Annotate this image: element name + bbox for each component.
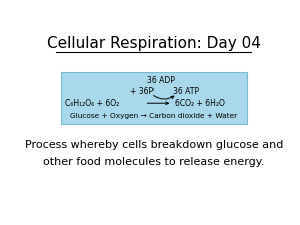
FancyArrowPatch shape (147, 102, 169, 105)
Text: Glucose + Oxygen → Carbon dioxide + Water: Glucose + Oxygen → Carbon dioxide + Wate… (70, 113, 237, 119)
Text: Process whereby cells breakdown glucose and: Process whereby cells breakdown glucose … (25, 140, 283, 150)
Text: + 36Pᴵ: + 36Pᴵ (130, 87, 154, 96)
FancyBboxPatch shape (61, 72, 247, 124)
FancyArrowPatch shape (154, 96, 174, 99)
Text: other food molecules to release energy.: other food molecules to release energy. (43, 157, 264, 167)
Text: Cellular Respiration: Day 04: Cellular Respiration: Day 04 (47, 36, 261, 51)
Text: 6CO₂ + 6H₂O: 6CO₂ + 6H₂O (175, 99, 224, 108)
Text: C₆H₁₂O₆ + 6O₂: C₆H₁₂O₆ + 6O₂ (65, 99, 120, 108)
Text: 36 ADP: 36 ADP (147, 76, 175, 85)
Text: 36 ATP: 36 ATP (173, 87, 199, 96)
